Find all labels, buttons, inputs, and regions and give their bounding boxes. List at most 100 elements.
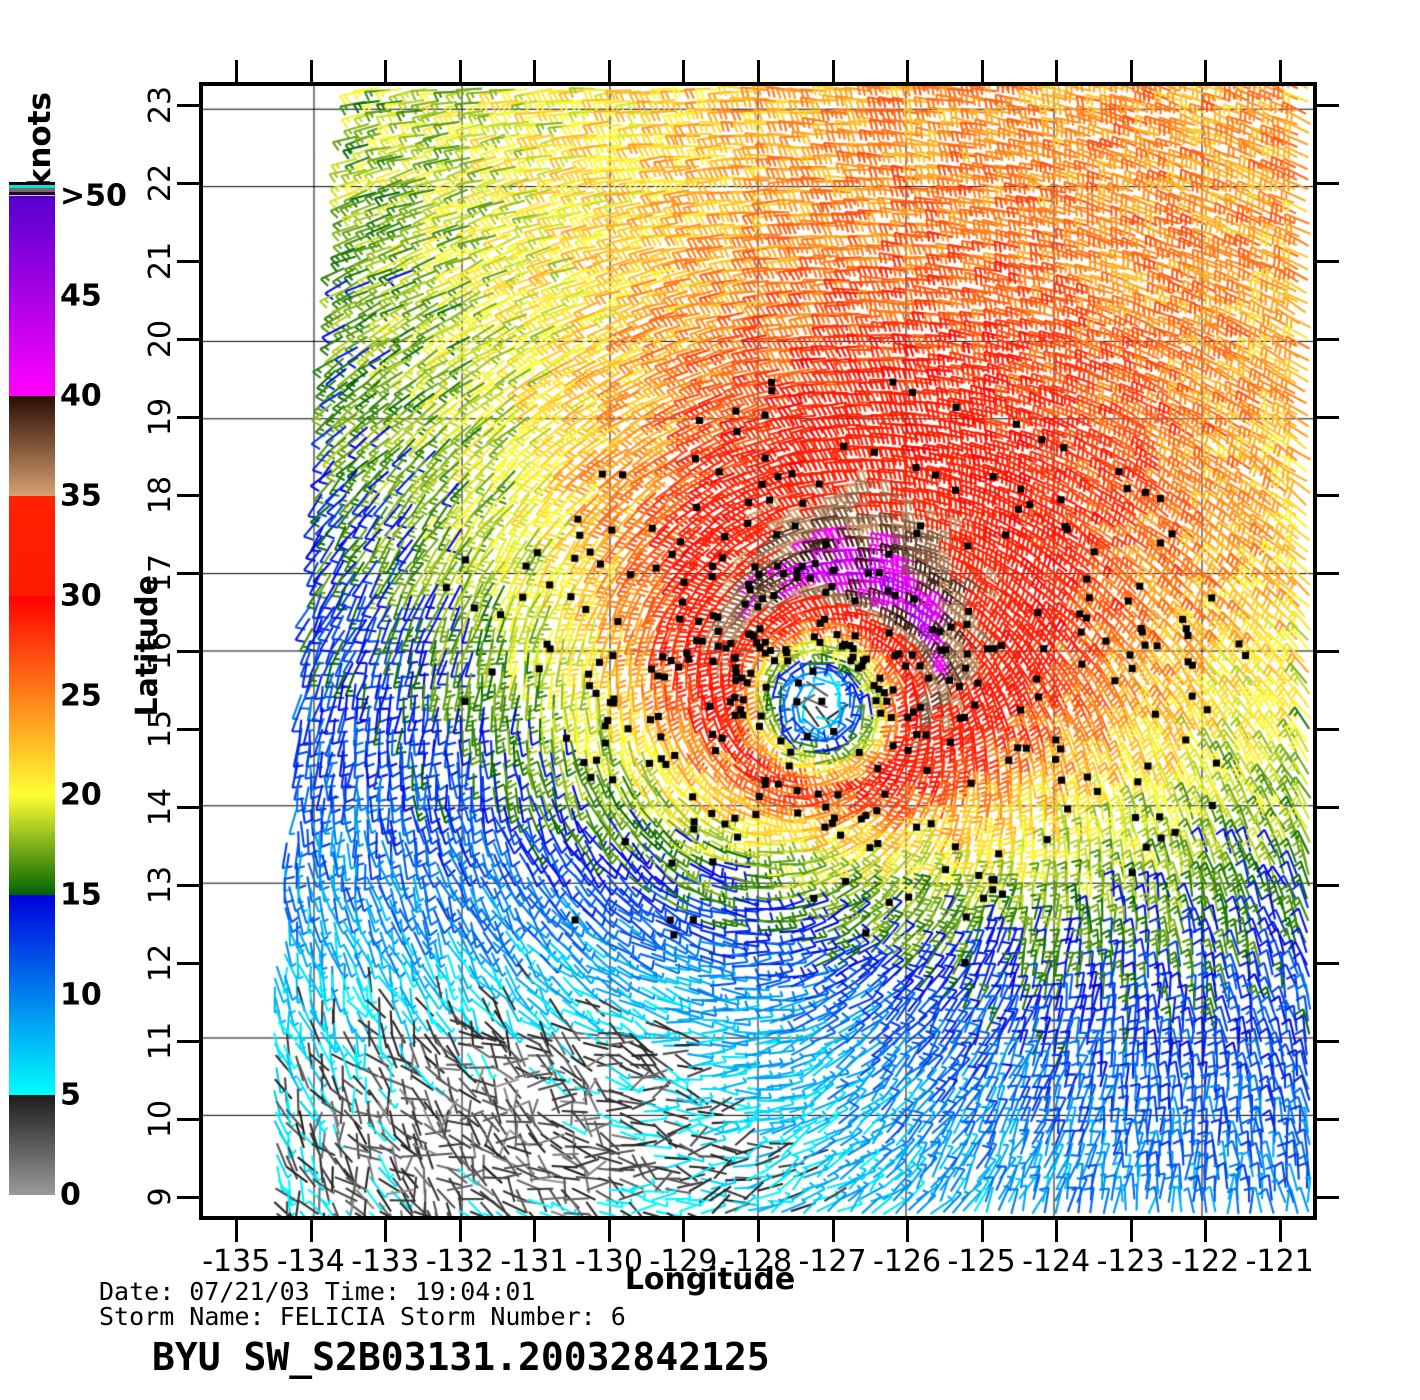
y-axis-tick <box>177 572 199 576</box>
x-axis-tick <box>458 1220 462 1242</box>
x-axis-tick-label: -125 <box>947 1244 1016 1279</box>
x-axis-tick <box>1055 60 1059 82</box>
y-axis-tick-label: 13 <box>143 865 178 904</box>
x-axis-tick-label: -130 <box>574 1244 643 1279</box>
y-axis-tick <box>1317 494 1339 498</box>
y-axis-tick <box>177 727 199 731</box>
x-axis-tick <box>1278 1220 1282 1242</box>
y-axis-tick <box>1317 182 1339 186</box>
y-axis-tick <box>177 260 199 264</box>
y-axis-tick <box>1317 961 1339 965</box>
x-axis-tick <box>1278 60 1282 82</box>
y-axis-tick-label: 14 <box>143 787 178 826</box>
colorbar-tick-label: 10 <box>60 977 102 1013</box>
colorbar-segment <box>9 196 55 396</box>
x-axis-tick <box>1204 1220 1208 1242</box>
y-axis-tick <box>1317 104 1339 108</box>
x-axis-tick <box>1129 1220 1133 1242</box>
x-axis-tick <box>607 60 611 82</box>
x-axis-tick <box>607 1220 611 1242</box>
y-axis-tick <box>177 650 199 653</box>
y-axis-tick-label: 20 <box>143 320 178 359</box>
x-axis-tick <box>309 60 313 82</box>
colorbar-segment <box>9 1095 55 1195</box>
y-axis-tick <box>177 338 199 342</box>
page-title: BYU SW_S2B03131.20032842125 <box>152 1335 770 1379</box>
x-axis-tick-label: -135 <box>202 1244 271 1279</box>
x-axis-tick-label: -128 <box>723 1244 793 1279</box>
colorbar-tick-label: 45 <box>60 278 102 314</box>
x-axis-tick <box>533 60 537 82</box>
y-axis-tick-label: 9 <box>143 1187 178 1207</box>
x-axis-tick <box>906 1220 910 1242</box>
y-axis-tick <box>177 883 199 887</box>
y-axis-tick <box>177 182 199 186</box>
y-axis-tick <box>177 494 199 498</box>
x-axis-tick-label: -129 <box>649 1244 718 1279</box>
x-axis-tick <box>384 60 388 82</box>
colorbar-segment <box>9 395 55 496</box>
y-axis-tick-label: 23 <box>143 86 178 125</box>
x-axis-tick <box>1055 1220 1059 1242</box>
y-axis-tick <box>177 805 199 809</box>
x-axis-tick <box>831 1220 835 1242</box>
colorbar-tick-label: 20 <box>60 777 102 813</box>
colorbar-tick-label: 0 <box>60 1177 81 1213</box>
y-axis-tick <box>177 1117 199 1121</box>
y-axis-tick <box>1317 805 1339 809</box>
x-axis-tick <box>384 1220 388 1242</box>
x-axis-tick <box>757 1220 760 1242</box>
y-axis-tick <box>1317 1195 1339 1199</box>
colorbar-tick-label: 35 <box>60 478 102 514</box>
x-axis-tick-label: -133 <box>351 1244 420 1279</box>
x-axis-tick-label: -127 <box>798 1244 867 1279</box>
y-axis-tick-label: 21 <box>143 242 178 281</box>
x-axis-tick-label: -121 <box>1245 1244 1314 1279</box>
x-axis-tick <box>235 1220 239 1242</box>
x-axis-tick-label: -131 <box>500 1244 569 1279</box>
x-axis-tick-label: -122 <box>1171 1244 1240 1279</box>
y-axis-tick <box>1317 572 1339 576</box>
x-axis-tick <box>458 60 462 82</box>
colorbar-cap-stripe <box>9 185 55 188</box>
colorbar-cap-stripe <box>9 188 55 192</box>
x-axis-tick <box>757 60 760 82</box>
y-axis-tick <box>177 1195 199 1199</box>
colorbar-tick-label: 15 <box>60 877 102 913</box>
x-axis-tick <box>980 1220 984 1242</box>
y-axis-tick-label: 19 <box>143 398 178 437</box>
colorbar-gradient <box>9 182 55 1195</box>
colorbar-tick-label: 25 <box>60 678 102 713</box>
colorbar-segment <box>9 595 55 796</box>
x-axis-tick <box>309 1220 313 1242</box>
y-axis-tick-label: 10 <box>143 1099 178 1138</box>
x-axis-tick-label: -123 <box>1096 1244 1165 1279</box>
y-axis-tick <box>1317 650 1339 653</box>
colorbar-tick-label: 30 <box>60 578 102 614</box>
y-axis-tick <box>1317 338 1339 342</box>
y-axis-tick-label: 22 <box>143 164 178 203</box>
y-axis-tick <box>177 416 199 420</box>
y-axis-tick <box>1317 1117 1339 1121</box>
colorbar-segment <box>9 895 55 1096</box>
y-axis-tick <box>177 104 199 108</box>
y-axis-tick <box>1317 416 1339 420</box>
colorbar-units-label: knots <box>22 92 58 190</box>
x-axis-tick <box>235 60 239 82</box>
x-axis-tick-label: -124 <box>1022 1244 1091 1279</box>
colorbar-tick-label: 40 <box>60 378 102 414</box>
x-axis-tick-label: -126 <box>873 1244 942 1279</box>
colorbar-segment <box>9 495 55 596</box>
y-axis-tick <box>177 1039 199 1043</box>
x-axis-tick-label: -134 <box>276 1244 345 1279</box>
x-axis-tick <box>980 60 984 82</box>
x-axis-tick <box>831 60 835 82</box>
x-axis-tick-label: -132 <box>425 1244 494 1279</box>
y-axis-tick <box>1317 260 1339 264</box>
y-axis-tick <box>1317 883 1339 887</box>
x-axis-tick <box>533 1220 537 1242</box>
y-axis-tick <box>177 961 199 965</box>
x-axis-tick <box>682 1220 686 1242</box>
x-axis-title: Longitude <box>624 1262 796 1297</box>
y-axis-tick-label: 18 <box>143 476 178 515</box>
